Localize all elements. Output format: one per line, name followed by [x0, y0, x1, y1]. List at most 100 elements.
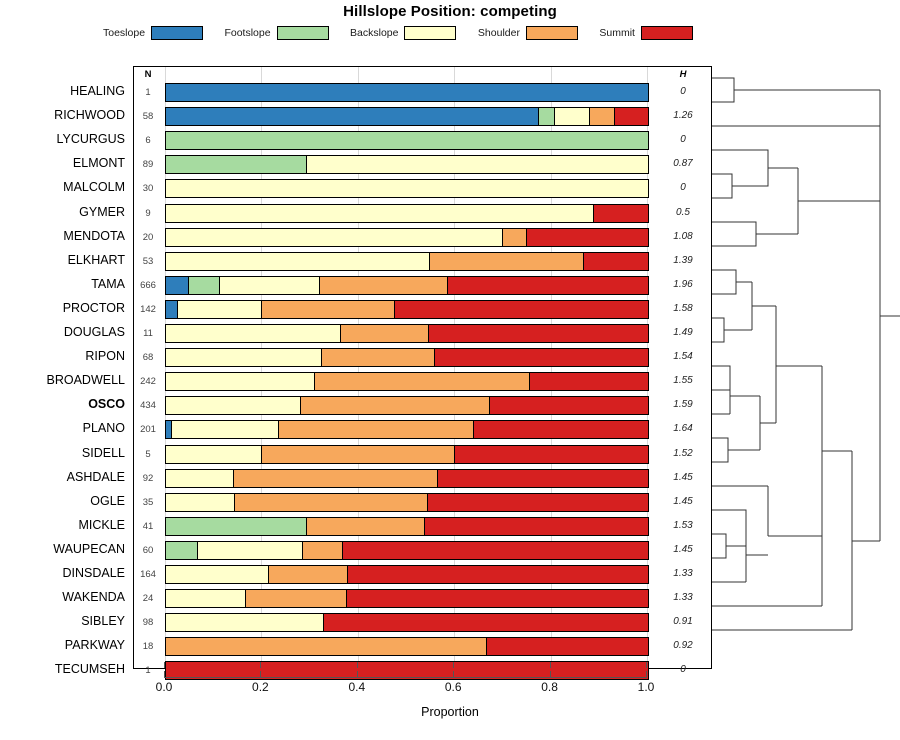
panel-bottom-tick: [453, 662, 455, 668]
bar-segment-summit: [166, 662, 648, 680]
row-n-value: 434: [140, 400, 156, 412]
bar-segment-shoulder: [301, 397, 491, 415]
bar-segment-shoulder: [503, 228, 528, 246]
bar-segment-backslope: [166, 397, 302, 415]
row-h-value: 1.45: [673, 495, 693, 507]
stacked-bar: [165, 492, 649, 512]
y-axis-label: DOUGLAS: [63, 325, 125, 339]
page-title: Hillslope Position: competing: [343, 3, 557, 20]
bar-segment-summit: [594, 204, 648, 222]
row-n-value: 20: [142, 231, 154, 243]
bar-segment-shoulder: [341, 325, 430, 342]
row-n-value: 142: [140, 303, 156, 315]
y-axis-label: ASHDALE: [66, 469, 125, 484]
bar-segment-toeslope: [166, 276, 190, 294]
y-axis-label: MALCOLM: [63, 180, 125, 195]
stacked-bar: [165, 203, 649, 223]
row-h-value: 1.45: [673, 471, 693, 483]
stacked-bar: [165, 444, 649, 464]
row-n-value: 35: [142, 496, 154, 508]
stacked-bar: [165, 420, 649, 440]
y-axis-label: PLANO: [82, 421, 125, 436]
chart-row: 242 1.55: [134, 372, 713, 392]
gridline: [357, 67, 359, 668]
stacked-bar: [165, 661, 649, 681]
bar-segment-backslope: [306, 156, 648, 174]
gridline: [550, 67, 552, 668]
y-axis-label: LYCURGUS: [56, 132, 125, 147]
gridline: [454, 67, 456, 668]
bar-segment-backslope: [172, 421, 279, 439]
stacked-bar: [165, 637, 649, 657]
chart-row: 201 1.64: [134, 420, 713, 440]
bar-segment-backslope: [166, 469, 234, 487]
bar-segment-shoulder: [322, 349, 436, 367]
stacked-bar: [165, 540, 649, 560]
row-h-value: 0.92: [673, 640, 693, 652]
chart-row: 5 1.52: [134, 444, 713, 464]
bar-segment-shoulder: [307, 517, 425, 535]
chart-row: 89 0.87: [134, 155, 713, 175]
row-n-value: 201: [140, 424, 156, 436]
bar-segment-footslope: [166, 541, 199, 559]
chart-row: 92 1.45: [134, 468, 713, 488]
dendrogram-svg: [712, 77, 900, 631]
x-axis-title: Proportion: [421, 705, 479, 719]
legend-swatch: [640, 26, 693, 40]
row-h-value: 0.5: [676, 206, 690, 218]
bar-segment-summit: [487, 638, 648, 656]
x-axis-tick: [164, 671, 165, 678]
legend-item: Toeslope: [103, 26, 204, 40]
bar-segment-backslope: [166, 180, 648, 198]
y-axis-label: PROCTOR: [62, 300, 125, 315]
stacked-bar: [165, 275, 649, 295]
bar-segment-shoulder: [166, 638, 488, 656]
row-n-value: 1: [145, 665, 151, 677]
y-axis-label: WAUPECAN: [53, 541, 125, 556]
bar-segment-toeslope: [166, 300, 179, 318]
x-axis-tick-label: 0.0: [155, 680, 173, 694]
bar-segment-backslope: [219, 276, 321, 294]
panel-bottom-tick: [260, 662, 262, 668]
chart-row: 164 1.33: [134, 565, 713, 584]
plot-panel: N H 1 0 58 1.26 6 0 89 0.87 30 0 9 0.5 20 1.08 53 1.39 666…: [133, 66, 713, 681]
bar-segment-toeslope: [166, 421, 173, 439]
legend-label: Footslope: [224, 27, 271, 39]
bar-segment-backslope: [178, 300, 263, 318]
legend-label: Summit: [599, 27, 635, 39]
row-h-value: 1.08: [673, 230, 693, 242]
row-n-value: 98: [142, 617, 154, 629]
chart-row: 434 1.59: [134, 396, 713, 416]
bar-segment-shoulder: [262, 445, 456, 463]
panel-bottom-tick: [164, 662, 165, 668]
stacked-bar: [165, 324, 649, 343]
bar-segment-backslope: [166, 252, 430, 270]
bar-segment-summit: [424, 517, 648, 535]
bar-segment-footslope: [166, 156, 307, 174]
x-axis-tick: [356, 671, 358, 678]
bar-segment-backslope: [166, 349, 323, 367]
bar-segment-toeslope: [166, 108, 540, 126]
x-axis-tick-label: 0.2: [252, 680, 269, 694]
x-axis-tick: [260, 671, 262, 678]
stacked-bar: [165, 299, 649, 319]
chart-row: 60 1.45: [134, 540, 713, 560]
row-h-value: 1.33: [673, 592, 693, 604]
bar-segment-summit: [455, 445, 648, 463]
row-h-value: 0.87: [673, 158, 693, 170]
stacked-bar: [165, 83, 649, 102]
dendrogram: [712, 66, 900, 669]
chart-row: 20 1.08: [134, 227, 713, 247]
chart-row: 142 1.58: [134, 299, 713, 319]
bar-segment-backslope: [166, 373, 316, 391]
stacked-bar: [165, 348, 649, 368]
bar-segment-footslope: [539, 108, 555, 126]
legend-swatch: [151, 26, 204, 40]
bar-segment-shoulder: [262, 300, 395, 318]
y-axis-label: MICKLE: [78, 517, 125, 532]
column-header-n: N: [144, 69, 152, 80]
row-h-value: 0: [680, 664, 686, 676]
row-h-value: 1.53: [673, 519, 693, 531]
row-n-value: 666: [140, 279, 156, 291]
